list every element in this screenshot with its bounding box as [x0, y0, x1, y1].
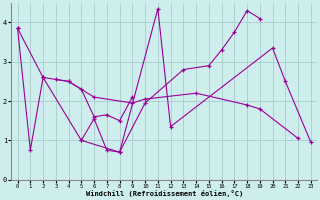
- X-axis label: Windchill (Refroidissement éolien,°C): Windchill (Refroidissement éolien,°C): [85, 190, 243, 197]
